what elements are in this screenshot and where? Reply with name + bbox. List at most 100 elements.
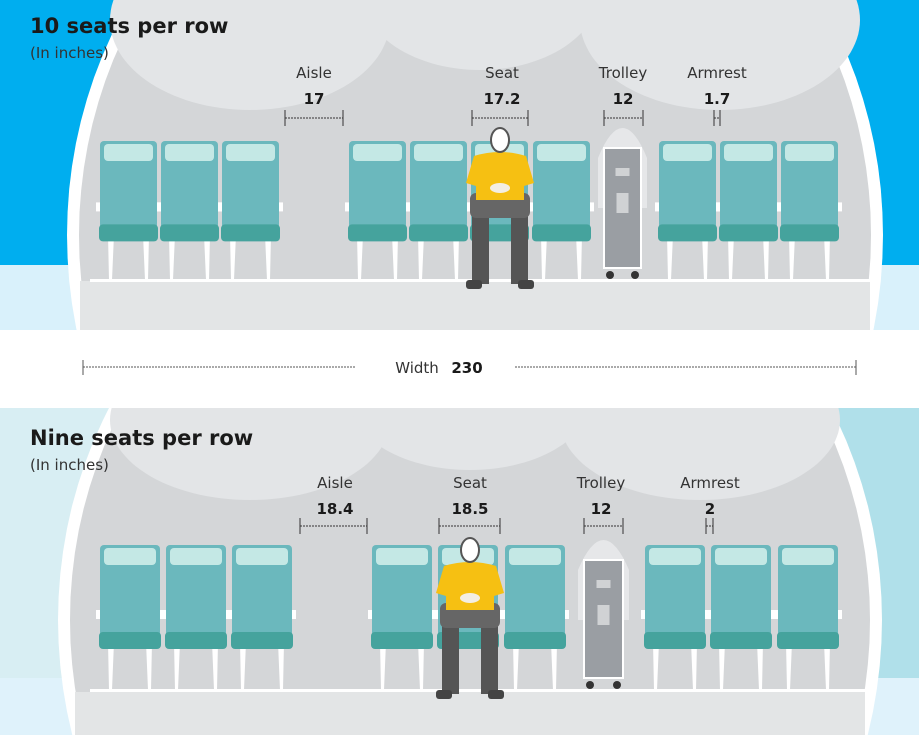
seat: [501, 545, 569, 690]
measure-seat: Seat 18.5: [438, 474, 501, 534]
seat-leg: [757, 642, 763, 690]
headrest: [414, 144, 463, 161]
measure-value: 18.4: [316, 500, 353, 518]
trolley-wheel: [586, 681, 594, 689]
seat-leg: [453, 234, 459, 280]
seat: [655, 141, 720, 280]
bottom-panel: Nine seats per row (In inches) Aisle 18.4…: [0, 408, 919, 735]
headrest: [236, 548, 288, 565]
seat-cushion: [644, 632, 706, 649]
seat-leg: [786, 642, 792, 690]
trolley-panel: [615, 168, 630, 176]
overhead-bin-left: [110, 0, 390, 110]
seat-leg: [541, 234, 547, 280]
seat-leg: [653, 642, 659, 690]
panel-subtitle: (In inches): [30, 456, 109, 474]
seat-back: [720, 141, 777, 230]
seat-back: [410, 141, 467, 230]
seat-back: [505, 545, 565, 637]
seat-cushion: [719, 224, 778, 242]
seat: [406, 141, 471, 280]
measure-trolley: Trolley 12: [576, 474, 625, 534]
seat-leg: [357, 234, 363, 280]
measure-value: 17.2: [483, 90, 520, 108]
floor: [80, 281, 870, 330]
passenger-shoe: [466, 280, 482, 289]
trolley: [598, 128, 647, 279]
passenger-shoe: [436, 690, 452, 699]
seat-leg: [824, 642, 830, 690]
measure-trolley: Trolley 12: [598, 64, 647, 126]
headrest: [782, 548, 834, 565]
seat-back: [778, 545, 838, 637]
seat-back: [533, 141, 590, 230]
seat-leg: [719, 642, 725, 690]
overhead-bin-center: [360, 0, 600, 70]
seat: [774, 545, 842, 690]
measure-aisle: Aisle 17: [284, 64, 344, 126]
floor-line: [90, 689, 870, 692]
seat: [96, 545, 164, 690]
seat-leg: [146, 642, 152, 690]
passenger-leg: [442, 608, 459, 694]
headrest: [785, 144, 834, 161]
width-label: Width: [395, 359, 439, 377]
passenger-leg: [481, 608, 498, 694]
seat-leg: [702, 234, 708, 280]
top-panel: 10 seats per row (In inches) Aisle 17 Seat…: [0, 0, 919, 330]
seat-leg: [169, 234, 175, 280]
seat-cushion: [658, 224, 717, 242]
measure-value: 1.7: [704, 90, 731, 108]
seat-back: [161, 141, 218, 230]
seat: [96, 141, 161, 280]
headrest: [226, 144, 275, 161]
passenger-hands: [460, 593, 480, 603]
seat-back: [100, 545, 160, 637]
seat-leg: [174, 642, 180, 690]
seat: [345, 141, 410, 280]
seat-cushion: [99, 224, 158, 242]
passenger-leg: [472, 198, 489, 284]
seat: [707, 545, 775, 690]
measure-label: Seat: [485, 64, 519, 82]
seat-leg: [108, 642, 114, 690]
seat: [777, 141, 842, 280]
headrest: [353, 144, 402, 161]
overhead-bin-right: [560, 408, 840, 500]
overhead-bin-left: [110, 408, 390, 500]
passenger-head: [460, 537, 480, 563]
passenger-shoe: [488, 690, 504, 699]
measure-label: Armrest: [687, 64, 747, 82]
seat-back: [781, 141, 838, 230]
width-dimension: Width 230: [82, 359, 857, 377]
headrest: [376, 548, 428, 565]
seat-back: [232, 545, 292, 637]
seat-leg: [418, 642, 424, 690]
measure-armrest: Armrest 1.7: [687, 64, 747, 126]
overhead-bin-center: [350, 408, 590, 470]
measure-value: 17: [304, 90, 325, 108]
measure-seat: Seat 17.2: [471, 64, 529, 126]
headrest: [724, 144, 773, 161]
trolley-wheel: [631, 271, 639, 279]
headrest: [104, 548, 156, 565]
width-value: 230: [451, 359, 482, 377]
seat: [529, 141, 594, 280]
measure-label: Armrest: [680, 474, 740, 492]
headrest: [663, 144, 712, 161]
passenger-shirt: [436, 562, 504, 610]
seat-back: [349, 141, 406, 230]
seat-cushion: [99, 632, 161, 649]
seat-back: [645, 545, 705, 637]
seat-back: [659, 141, 716, 230]
floor: [75, 692, 865, 735]
trolley-panel: [616, 193, 629, 213]
seat-leg: [392, 234, 398, 280]
seat-leg: [824, 234, 830, 280]
seat-leg: [513, 642, 519, 690]
headrest: [537, 144, 586, 161]
seat-back: [372, 545, 432, 637]
measure-label: Aisle: [296, 64, 332, 82]
seat-back: [166, 545, 226, 637]
